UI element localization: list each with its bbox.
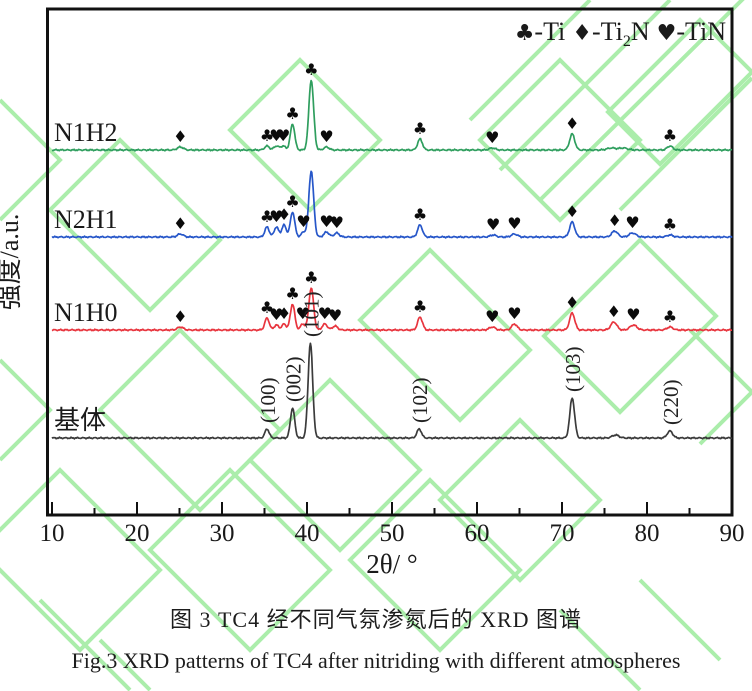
phase-marker: ♥ (485, 128, 499, 147)
x-tick-label: 90 (720, 520, 745, 547)
caption-zh: 图 3 TC4 经不同气氛渗氮后的 XRD 图谱 (169, 607, 583, 632)
phase-marker: ♣ (663, 126, 677, 145)
series-N1H2: ♦ ♣♥♥♣♣♥ ♣ ♥♦♣N1H2 (51, 60, 733, 152)
phase-marker: ♥ (330, 213, 344, 232)
hkl-label: (002) (282, 357, 306, 403)
series-label-基体: 基体 (54, 406, 106, 435)
phase-marker: ♣ (304, 268, 318, 287)
phase-marker: ♣ (285, 284, 299, 303)
phase-marker: ♣ (663, 307, 677, 326)
legend-text: ♣-Ti ♦-Ti2N ♥-TiN (515, 17, 727, 50)
x-tick-label: 10 (40, 520, 65, 547)
phase-marker: ♦ (173, 127, 187, 146)
phase-marker: ♦ (173, 307, 187, 326)
phase-marker: ♥ (319, 127, 333, 146)
hkl-label: (102) (408, 378, 432, 424)
phase-marker: ♦ (565, 202, 579, 221)
phase-marker: ♣ (413, 205, 427, 224)
phase-marker: ♥ (296, 304, 310, 323)
phase-marker: ♥ (276, 126, 290, 145)
phase-marker: ♥ (269, 305, 283, 324)
x-tick-label: 30 (210, 520, 235, 547)
phase-marker: ♥ (507, 214, 521, 233)
phase-marker: ♥ (319, 212, 333, 231)
series-N1H0: ♦ ♣♥♦♣♥♣♥♥ ♣♥ ♥♦ ♦ ♥ ♣N1H0 (51, 268, 733, 332)
phase-marker: ♣ (413, 297, 427, 316)
phase-marker: ♣ (285, 104, 299, 123)
phase-marker: ♦ (608, 211, 622, 230)
phase-marker: ♣ (304, 60, 318, 79)
x-axis: 10 20 30 40 50 60 70 80 90 (40, 502, 745, 547)
phase-marker: ♣ (260, 298, 274, 317)
phase-marker: ♥ (318, 304, 332, 323)
phase-marker: ♥ (486, 215, 500, 234)
caption-en: Fig.3 XRD patterns of TC4 after nitridin… (71, 648, 681, 673)
phase-marker: ♣ (413, 119, 427, 138)
hkl-label: (103) (561, 347, 585, 393)
x-tick-label: 50 (380, 520, 405, 547)
phase-marker: ♣ (663, 215, 677, 234)
x-tick-label: 20 (125, 520, 150, 547)
phase-marker: ♥ (296, 212, 310, 231)
phase-marker: ♦ (565, 293, 579, 312)
hkl-label: (100) (256, 378, 280, 424)
x-tick-label: 40 (295, 520, 320, 547)
y-axis-title: 强度/a.u. (0, 214, 24, 311)
phase-marker: ♦ (607, 302, 621, 321)
hkl-label: (220) (659, 380, 683, 426)
phase-marker: ♥ (626, 305, 640, 324)
x-tick-label: 80 (635, 520, 660, 547)
phase-marker: ♥ (485, 307, 499, 326)
series-label-N1H0: N1H0 (54, 298, 118, 327)
curve-基体 (51, 342, 733, 440)
series-label-N1H2: N1H2 (54, 118, 118, 147)
x-tick-label: 70 (550, 520, 575, 547)
phase-marker: ♦ (565, 114, 579, 133)
phase-marker: ♦ (277, 304, 291, 323)
phase-marker: ♥ (507, 304, 521, 323)
phase-marker: ♦ (173, 214, 187, 233)
series-N2H1: ♦ ♣♥♦♣♥ ♥♥ ♣♥ ♥♦ ♦ ♥ ♣N2H1 (51, 170, 733, 239)
phase-marker: ♥ (328, 306, 342, 325)
x-tick-label: 60 (465, 520, 490, 547)
phase-marker: ♥ (625, 213, 639, 232)
curve-N1H2 (51, 79, 733, 152)
legend: ♣-Ti ♦-Ti2N ♥-TiN (515, 17, 727, 50)
series-label-N2H1: N2H1 (54, 205, 118, 234)
xrd-chart: 10 20 30 40 50 60 70 80 90 2θ/ ° 强度/a.u. ♣-Ti ♦-Ti2… (0, 7, 745, 579)
hkl-label: (101) (299, 292, 323, 338)
phase-marker: ♣ (285, 192, 299, 211)
x-axis-title: 2θ/ ° (366, 549, 417, 579)
